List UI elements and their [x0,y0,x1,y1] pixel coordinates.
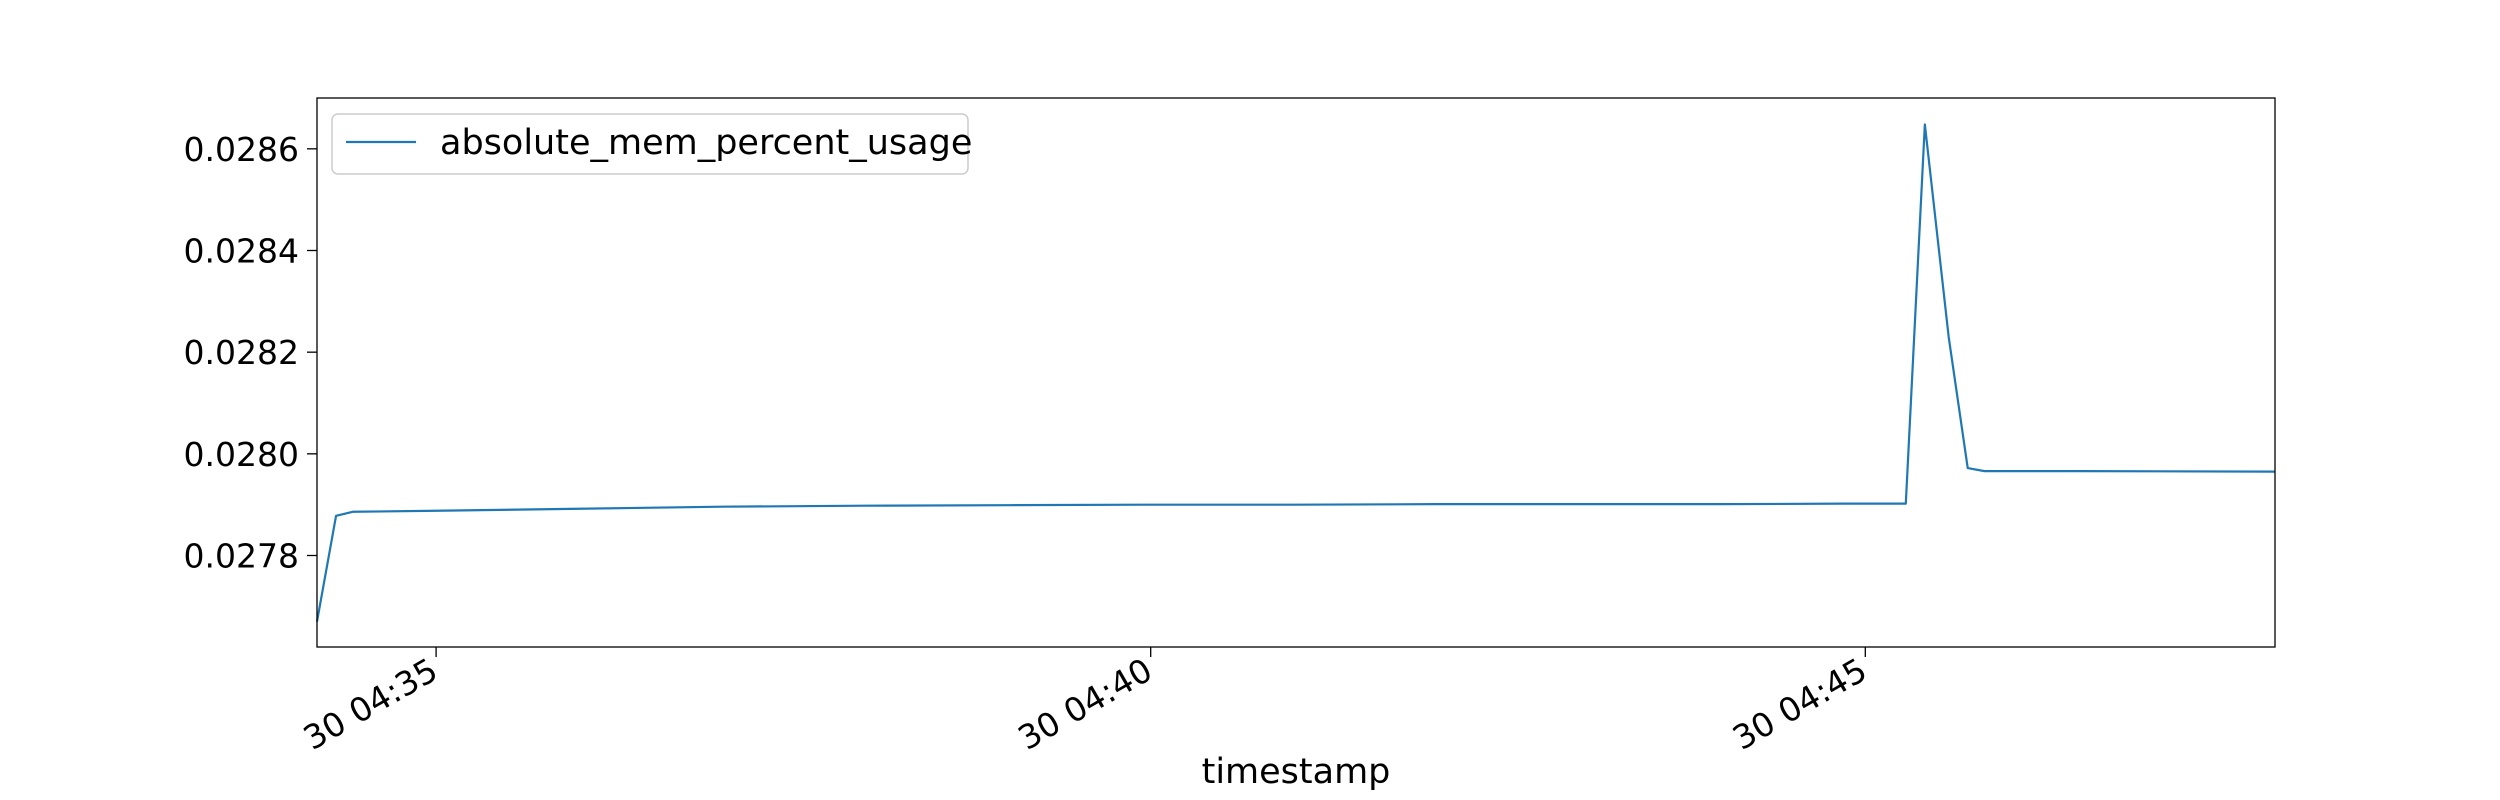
x-axis-label: timestamp [1202,752,1391,792]
legend-box [331,113,969,175]
plot-area [317,98,2275,647]
y-tick-label: 0.0280 [184,435,299,474]
y-tick-label: 0.0282 [184,333,299,372]
y-tick-label: 0.0286 [184,130,299,169]
legend: absolute_mem_percent_usage [331,113,972,175]
legend-entry-absolute-mem-percent-usage: absolute_mem_percent_usage [440,123,972,163]
plot-frame [316,97,2276,648]
series-layer [315,123,2276,622]
y-axis: 0.0278 0.0280 0.0282 0.0284 0.0286 [184,130,317,576]
series-line-0 [315,123,2276,622]
y-tick-label: 0.0278 [184,537,299,576]
y-tick-label: 0.0284 [184,232,299,271]
